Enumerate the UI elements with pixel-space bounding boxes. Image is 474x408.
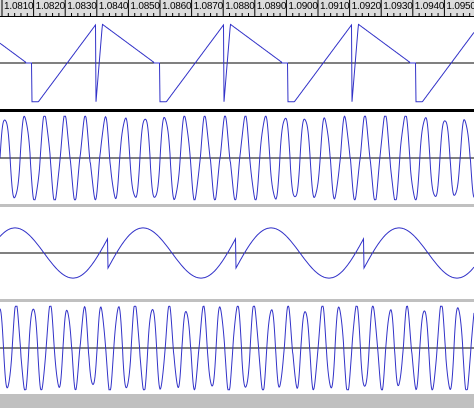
- ruler-ticks: [1, 0, 471, 16]
- ruler-label: 1.0870: [193, 1, 224, 12]
- audio-track-3[interactable]: [0, 207, 474, 299]
- ruler-label: 1.0820: [35, 1, 66, 12]
- ruler-label: 1.0910: [320, 1, 350, 12]
- waveform-path: [0, 227, 474, 279]
- audio-track-4[interactable]: [0, 302, 474, 394]
- ruler-label: 1.0880: [225, 1, 255, 12]
- ruler-label: 1.0890: [256, 1, 287, 12]
- ruler-label: 1.0940: [414, 1, 445, 12]
- track-separator[interactable]: [0, 299, 474, 302]
- track-separator[interactable]: [0, 394, 474, 397]
- track-separator[interactable]: [0, 109, 474, 112]
- ruler-label: 1.0930: [383, 1, 413, 12]
- ruler-label: 1.0860: [162, 1, 192, 12]
- ruler-label: 1.0810: [4, 1, 34, 12]
- waveform-canvas: [0, 305, 474, 391]
- ruler-label: 1.0850: [130, 1, 160, 12]
- waveform-canvas: [0, 115, 474, 201]
- waveform-path: [0, 23, 474, 103]
- ruler-label: 1.0900: [288, 1, 318, 12]
- audio-track-1[interactable]: [0, 17, 474, 109]
- waveform-path: [0, 305, 474, 391]
- ruler-label: 1.0950: [446, 1, 474, 12]
- audio-track-2[interactable]: [0, 112, 474, 204]
- timeline-ruler[interactable]: 1.0810 1.0820 1.0830 1.0840 1.0850 1.0860 1.08…: [0, 0, 474, 17]
- ruler-label: 1.0830: [67, 1, 97, 12]
- ruler-label: 1.0920: [351, 1, 382, 12]
- track-separator[interactable]: [0, 204, 474, 207]
- waveform-path: [0, 115, 474, 201]
- waveform-canvas: [0, 227, 474, 279]
- ruler-label: 1.0840: [98, 1, 129, 12]
- waveform-canvas: [0, 23, 474, 103]
